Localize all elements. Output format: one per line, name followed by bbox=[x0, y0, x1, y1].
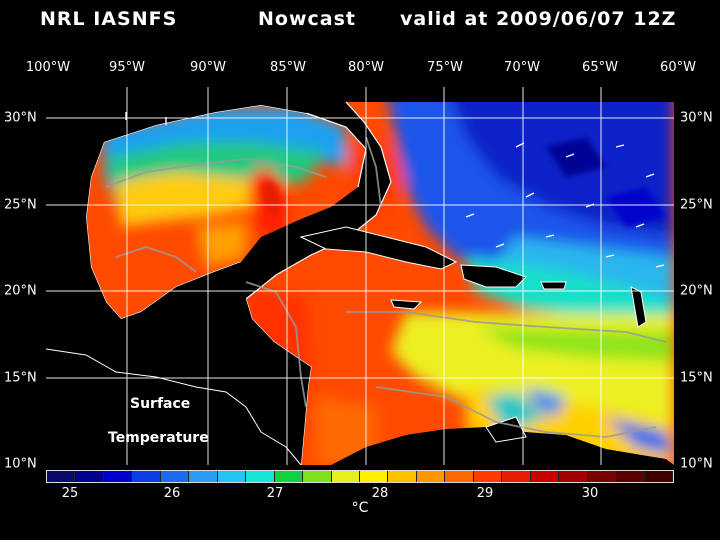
colorbar-swatch bbox=[473, 471, 503, 482]
colorbar-swatch bbox=[132, 471, 161, 482]
colorbar-swatch bbox=[616, 471, 645, 482]
lat-label-30n-right: 30°N bbox=[680, 110, 713, 126]
pacific-coastline bbox=[46, 348, 302, 465]
map-label-temperature: Temperature bbox=[108, 430, 209, 446]
colorbar-swatch bbox=[274, 471, 304, 482]
bathymetry-contours bbox=[105, 136, 667, 438]
colorbar-swatch bbox=[388, 471, 417, 482]
colorbar-unit: °C bbox=[351, 500, 369, 516]
colorbar-swatch bbox=[189, 471, 218, 482]
colorbar-swatch bbox=[445, 471, 474, 482]
lon-label-65w: 65°W bbox=[582, 60, 618, 75]
caribbean-islands bbox=[299, 226, 647, 443]
lat-label-10n-right: 10°N bbox=[680, 456, 713, 472]
lon-label-75w: 75°W bbox=[427, 60, 463, 75]
colorbar-swatch bbox=[160, 471, 190, 482]
colorbar-swatch bbox=[303, 471, 332, 482]
lon-label-95w: 95°W bbox=[109, 60, 145, 75]
colorbar-swatch bbox=[359, 471, 389, 482]
lon-label-100w: 100°W bbox=[25, 60, 71, 75]
lat-label-25n-left: 25°N bbox=[4, 197, 37, 213]
colorbar-swatch bbox=[644, 471, 673, 482]
lat-label-15n-left: 15°N bbox=[4, 370, 37, 386]
title-agency: NRL IASNFS bbox=[40, 8, 178, 30]
sea-surface-temperature-map bbox=[46, 87, 674, 465]
colorbar-swatch bbox=[47, 471, 76, 482]
mainland bbox=[46, 87, 346, 465]
lat-label-20n-left: 20°N bbox=[4, 283, 37, 299]
lon-label-60w: 60°W bbox=[660, 60, 696, 75]
colorbar-label-29: 29 bbox=[476, 486, 494, 501]
lat-label-20n-right: 20°N bbox=[680, 283, 713, 299]
colorbar-label-25: 25 bbox=[61, 486, 79, 501]
colorbar-swatch bbox=[530, 471, 560, 482]
temperature-colorbar bbox=[46, 470, 674, 483]
title-product: Nowcast bbox=[258, 8, 356, 30]
colorbar-label-27: 27 bbox=[266, 486, 284, 501]
lat-label-30n-left: 30°N bbox=[4, 110, 37, 126]
map-title: NRL IASNFS Nowcast valid at 2009/06/07 1… bbox=[0, 8, 720, 36]
map-label-surface: Surface bbox=[130, 396, 191, 412]
colorbar-label-30: 30 bbox=[581, 486, 599, 501]
lat-lon-grid bbox=[46, 87, 674, 465]
title-valid-time: valid at 2009/06/07 12Z bbox=[400, 8, 677, 30]
colorbar-label-26: 26 bbox=[163, 486, 181, 501]
colorbar-swatch bbox=[416, 471, 446, 482]
colorbar-swatch bbox=[217, 471, 247, 482]
colorbar-swatch bbox=[75, 471, 104, 482]
colorbar-swatch bbox=[587, 471, 617, 482]
lon-label-85w: 85°W bbox=[270, 60, 306, 75]
colorbar-label-28: 28 bbox=[371, 486, 389, 501]
lon-label-90w: 90°W bbox=[190, 60, 226, 75]
lat-label-25n-right: 25°N bbox=[680, 197, 713, 213]
colorbar-swatch bbox=[502, 471, 531, 482]
colorbar-swatch bbox=[246, 471, 275, 482]
lat-label-10n-left: 10°N bbox=[4, 456, 37, 472]
colorbar-swatch bbox=[559, 471, 588, 482]
lon-label-80w: 80°W bbox=[348, 60, 384, 75]
wind-vectors bbox=[125, 112, 665, 268]
lon-label-70w: 70°W bbox=[504, 60, 540, 75]
lat-label-15n-right: 15°N bbox=[680, 370, 713, 386]
colorbar-swatch bbox=[103, 471, 133, 482]
colorbar-swatch bbox=[331, 471, 360, 482]
